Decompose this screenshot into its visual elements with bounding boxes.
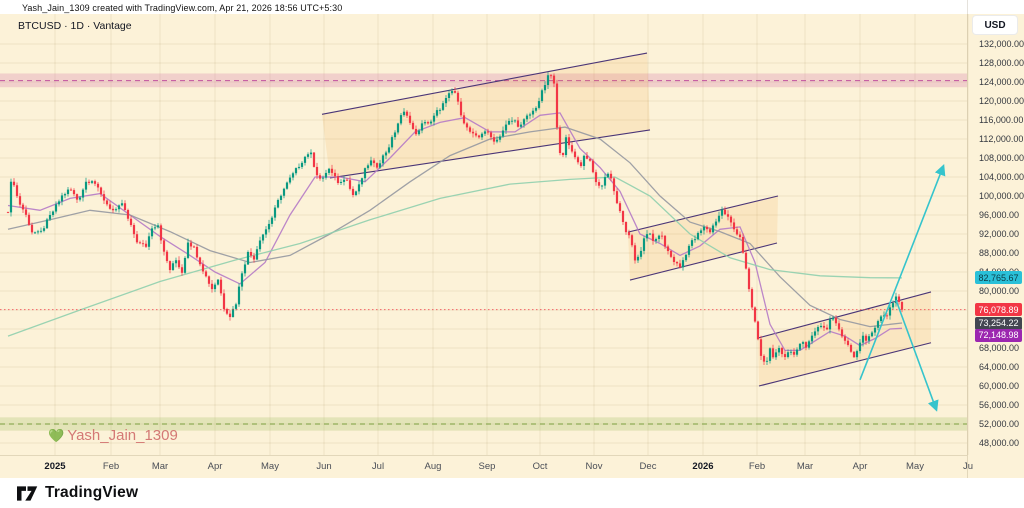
price-axis-tick: 116,000.00 <box>979 115 1024 125</box>
time-axis[interactable]: 2025 Feb Mar Apr May Jun Jul Aug Sep Oct Nov Dec 202… <box>0 455 973 478</box>
time-axis-tick: 2025 <box>44 461 66 472</box>
time-axis-tick: Feb <box>748 461 766 472</box>
time-axis-tick: 2026 <box>692 461 714 472</box>
price-axis-tick: 96,000.00 <box>979 210 1020 220</box>
time-axis-tick: Apr <box>207 461 223 472</box>
time-axis-tick: Mar <box>796 461 814 472</box>
time-axis-tick: Feb <box>102 461 120 472</box>
candlestick-series <box>6 72 904 365</box>
price-axis-tick: 64,000.00 <box>979 362 1020 372</box>
price-axis-tick: 104,000.00 <box>979 172 1024 182</box>
price-axis-tick: 48,000.00 <box>979 438 1020 448</box>
time-axis-tick: Ju <box>962 461 974 472</box>
time-axis-tick: Aug <box>424 461 442 472</box>
price-axis-tick: 132,000.00 <box>979 39 1024 49</box>
price-axis-tick: 108,000.00 <box>979 153 1024 163</box>
price-axis-tick: 124,000.00 <box>979 77 1024 87</box>
price-axis-tick: 60,000.00 <box>979 381 1020 391</box>
tradingview-logo-text[interactable]: TradingView <box>45 484 139 501</box>
price-axis-tick: 100,000.00 <box>979 191 1024 201</box>
price-axis-tick: 120,000.00 <box>979 96 1024 106</box>
price-axis-tick: 128,000.00 <box>979 58 1024 68</box>
price-axis-tick: 92,000.00 <box>979 229 1020 239</box>
symbol-legend[interactable]: BTCUSD · 1D · Vantage <box>18 20 132 32</box>
time-axis-tick: Apr <box>852 461 868 472</box>
time-axis-tick: Oct <box>532 461 548 472</box>
price-value-label: 73,254.22 <box>975 316 1022 330</box>
currency-toggle-button[interactable]: USD <box>972 15 1018 35</box>
resistance-zone <box>0 73 967 88</box>
time-axis-tick: Sep <box>478 461 496 472</box>
price-axis-tick: 52,000.00 <box>979 419 1020 429</box>
ma-fast <box>7 112 903 352</box>
bullish-projection <box>859 164 946 381</box>
price-axis-tick: 112,000.00 <box>979 134 1024 144</box>
ma-long <box>7 176 903 337</box>
ma-mid <box>7 126 903 328</box>
price-axis-tick: 56,000.00 <box>979 400 1020 410</box>
price-axis-tick: 80,000.00 <box>979 286 1020 296</box>
tradingview-logo-icon[interactable] <box>17 485 38 501</box>
time-axis-tick: May <box>261 461 279 472</box>
time-axis-tick: Dec <box>639 461 657 472</box>
bearish-projection <box>895 299 939 412</box>
price-value-label: 72,148.98 <box>975 328 1022 342</box>
heart-icon: 💚 <box>48 427 65 443</box>
support-zone <box>0 417 967 431</box>
time-axis-tick: Mar <box>151 461 169 472</box>
price-axis-tick: 68,000.00 <box>979 343 1020 353</box>
moving-average-lines <box>7 112 903 352</box>
time-axis-tick: Nov <box>585 461 603 472</box>
projection-arrows[interactable] <box>859 164 946 412</box>
user-watermark: 💚 Yash_Jain_1309 <box>48 427 178 444</box>
chart-background <box>0 14 1024 478</box>
footer-bar: TradingView <box>0 478 1024 508</box>
time-axis-tick: Jun <box>316 461 332 472</box>
price-value-label: 82,765.67 <box>975 271 1022 285</box>
trend-channels[interactable] <box>321 52 932 387</box>
time-axis-tick: Jul <box>371 461 385 472</box>
price-axis-tick: 88,000.00 <box>979 248 1020 258</box>
watermark-username: Yash_Jain_1309 <box>67 427 178 444</box>
horizontal-zones <box>0 73 967 431</box>
price-axis[interactable]: 48,000.00 52,000.00 56,000.00 60,000.00 64,0… <box>967 0 1024 478</box>
price-value-label: 76,078.89 <box>975 303 1022 317</box>
attribution-text: Yash_Jain_1309 created with TradingView.… <box>22 3 343 13</box>
time-axis-tick: May <box>906 461 924 472</box>
